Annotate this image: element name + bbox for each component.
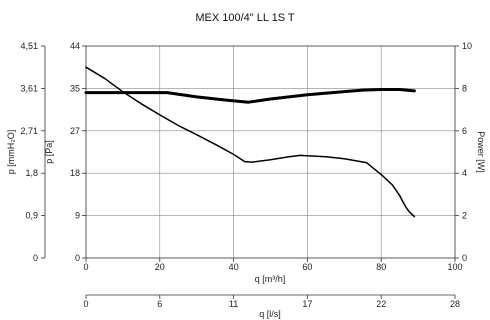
y-pa-tick-label: 9 (75, 211, 80, 221)
x-ls-tick-label: 22 (376, 299, 386, 309)
y-axis-power-label: Power [W] (476, 131, 486, 173)
x-ls-tick-label: 11 (229, 299, 238, 309)
grid (86, 46, 455, 258)
y-axis-mmh2o-label: p [mmH₂O] (6, 130, 16, 175)
x-ls-tick-label: 28 (450, 299, 460, 309)
x-m3h-tick-label: 60 (302, 262, 312, 272)
y-mmh2o-tick-label: 2,71 (20, 126, 38, 136)
x-axis-ls-label: q [l/s] (259, 309, 281, 319)
y-mmh2o-tick-label: 4,51 (20, 41, 38, 51)
x-axis-ls: 0 6 11 17 22 28 (83, 295, 460, 309)
x-m3h-tick-label: 0 (83, 262, 88, 272)
y-power-tick-label: 6 (462, 126, 467, 136)
y-power-tick-label: 10 (462, 41, 472, 51)
y-pa-tick-label: 18 (70, 168, 80, 178)
y-power-tick-label: 2 (462, 211, 467, 221)
y-axis-power: 0 2 4 6 8 10 (455, 41, 472, 263)
x-m3h-tick-label: 40 (229, 262, 239, 272)
x-m3h-tick-label: 80 (376, 262, 386, 272)
y-axis-pa-label: p [Pa] (44, 140, 54, 164)
y-power-tick-label: 0 (462, 253, 467, 263)
x-ls-tick-label: 0 (83, 299, 88, 309)
y-pa-tick-label: 0 (75, 253, 80, 263)
x-m3h-tick-label: 20 (155, 262, 165, 272)
chart-title: MEX 100/4" LL 1S T (195, 12, 295, 24)
y-axis-mmh2o: 0 0,9 1,8 2,71 3,61 4,51 (20, 41, 45, 263)
y-mmh2o-tick-label: 0 (33, 253, 38, 263)
series (84, 66, 416, 218)
y-pa-tick-label: 27 (70, 126, 80, 136)
pressure-curve (85, 66, 416, 218)
x-axis-m3h-label: q [m³/h] (255, 274, 286, 284)
x-m3h-tick-label: 100 (447, 262, 462, 272)
power-curve (84, 88, 416, 104)
x-axis-m3h: 0 20 40 60 80 100 (83, 258, 463, 272)
y-pa-tick-label: 44 (70, 41, 80, 51)
x-ls-tick-label: 17 (302, 299, 312, 309)
y-mmh2o-tick-label: 1,8 (25, 168, 38, 178)
x-ls-tick-label: 6 (157, 299, 162, 309)
y-mmh2o-tick-label: 0,9 (25, 211, 38, 221)
y-power-tick-label: 8 (462, 83, 467, 93)
y-power-tick-label: 4 (462, 168, 467, 178)
y-mmh2o-tick-label: 3,61 (20, 83, 38, 93)
plot-frame (85, 45, 456, 259)
y-pa-tick-label: 35 (70, 83, 80, 93)
y-axis-pa: 0 9 18 27 35 44 (70, 41, 86, 263)
